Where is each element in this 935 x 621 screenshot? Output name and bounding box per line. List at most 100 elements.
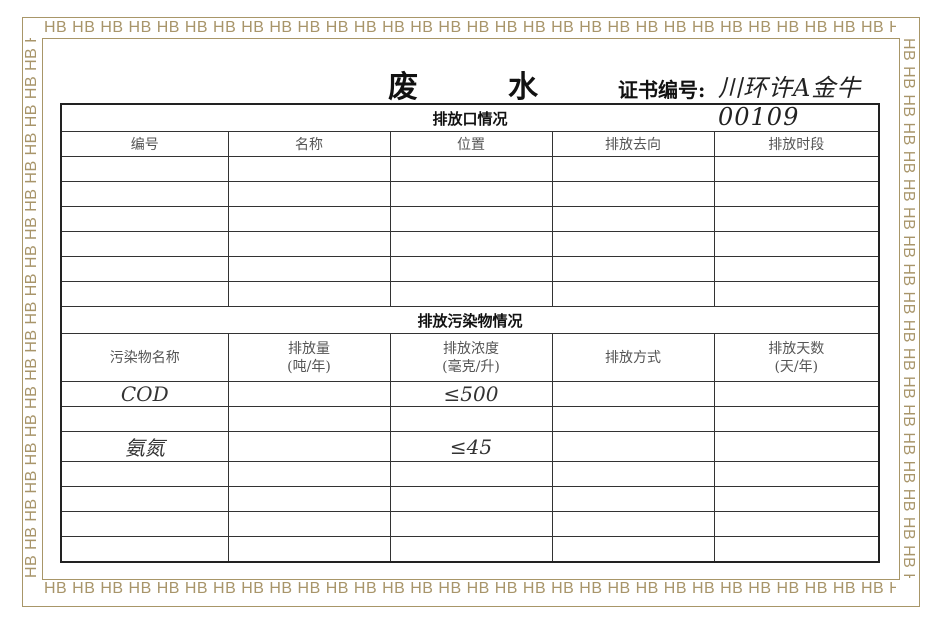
table-cell (227, 486, 391, 512)
table-cell (713, 431, 880, 462)
table-cell (60, 511, 229, 537)
table-cell (551, 461, 715, 487)
table-cell (60, 536, 229, 563)
table-cell (60, 461, 229, 487)
table-cell (551, 256, 715, 282)
table-cell (713, 181, 880, 207)
table-cell: ≤500 (389, 381, 553, 407)
table-cell (227, 206, 391, 232)
table-row (60, 281, 880, 307)
table-cell (227, 431, 391, 462)
table-row (60, 486, 880, 512)
table-cell: 氨氮 (60, 431, 229, 462)
table-cell (551, 511, 715, 537)
table-cell (713, 156, 880, 182)
table-cell (389, 511, 553, 537)
table-row (60, 206, 880, 232)
table-cell (60, 156, 229, 182)
table-cell (713, 511, 880, 537)
column-header: 排放浓度 (毫克/升) (389, 333, 553, 382)
table-cell (389, 231, 553, 257)
column-header: 排放量 (吨/年) (227, 333, 391, 382)
table-row: 氨氮 ≤45 (60, 431, 880, 462)
table-cell (713, 256, 880, 282)
table-cell (389, 156, 553, 182)
table-cell (227, 381, 391, 407)
column-header: 排放时段 (713, 131, 880, 157)
table-cell (389, 181, 553, 207)
hb-border-bottom: HB HB HB HB HB HB HB HB HB HB HB HB HB H… (44, 580, 896, 597)
table-row (60, 536, 880, 563)
table-cell (227, 406, 391, 432)
table-cell (713, 461, 880, 487)
table-row: COD ≤500 (60, 381, 880, 407)
table-cell (713, 381, 880, 407)
hb-border-top: HB HB HB HB HB HB HB HB HB HB HB HB HB H… (44, 19, 896, 36)
table-cell: COD (60, 381, 229, 407)
table-cell (227, 181, 391, 207)
hb-border-left: HB HB HB HB HB HB HB HB HB HB HB HB HB H… (22, 38, 42, 578)
table-cell (60, 256, 229, 282)
table-cell (227, 281, 391, 307)
table-cell (551, 156, 715, 182)
column-header: 污染物名称 (60, 333, 229, 382)
table-cell (389, 461, 553, 487)
table-cell (60, 206, 229, 232)
column-header: 名称 (227, 131, 391, 157)
table-cell (551, 181, 715, 207)
outlet-section-title: 排放口情况 (60, 103, 880, 132)
table-cell (389, 406, 553, 432)
table-cell (551, 536, 715, 563)
header-row: 编号 名称 位置 排放去向 排放时段 (60, 131, 880, 157)
table-row (60, 181, 880, 207)
wastewater-table: 排放口情况 编号 名称 位置 排放去向 排放时段 排放污染物情况 污染物名称 排放量 (吨/年)… (60, 103, 881, 563)
table-cell (551, 406, 715, 432)
table-cell (713, 231, 880, 257)
table-cell (713, 281, 880, 307)
document-title: 废 水 (388, 70, 538, 105)
table-cell (227, 256, 391, 282)
table-cell (551, 381, 715, 407)
table-cell (389, 281, 553, 307)
column-header: 排放天数 (天/年) (713, 333, 880, 382)
table-row (60, 406, 880, 432)
table-cell (227, 536, 391, 563)
outer-frame (22, 17, 920, 607)
pollutant-section-title: 排放污染物情况 (60, 306, 880, 334)
column-header: 排放去向 (551, 131, 715, 157)
table-cell (227, 231, 391, 257)
table-row (60, 156, 880, 182)
header-row: 污染物名称 排放量 (吨/年) 排放浓度 (毫克/升) 排放方式 排放天数 (天/年) (60, 333, 880, 382)
table-cell (713, 406, 880, 432)
table-cell (713, 486, 880, 512)
table-cell (60, 281, 229, 307)
table-cell (389, 206, 553, 232)
table-cell (551, 231, 715, 257)
table-cell (60, 406, 229, 432)
column-header: 编号 (60, 131, 229, 157)
table-cell: ≤45 (389, 431, 553, 462)
table-cell (551, 486, 715, 512)
table-row (60, 256, 880, 282)
table-cell (551, 281, 715, 307)
table-cell (227, 461, 391, 487)
table-cell (227, 156, 391, 182)
table-cell (60, 231, 229, 257)
table-cell (60, 181, 229, 207)
table-cell (713, 206, 880, 232)
table-cell (551, 431, 715, 462)
table-row (60, 511, 880, 537)
column-header: 位置 (389, 131, 553, 157)
table-cell (551, 206, 715, 232)
table-cell (389, 536, 553, 563)
table-cell (713, 536, 880, 563)
table-cell (227, 511, 391, 537)
table-cell (389, 486, 553, 512)
table-row (60, 231, 880, 257)
table-cell (389, 256, 553, 282)
table-cell (60, 486, 229, 512)
table-row (60, 461, 880, 487)
certificate-number-label: 证书编号: (618, 78, 706, 102)
inner-frame (42, 38, 900, 580)
